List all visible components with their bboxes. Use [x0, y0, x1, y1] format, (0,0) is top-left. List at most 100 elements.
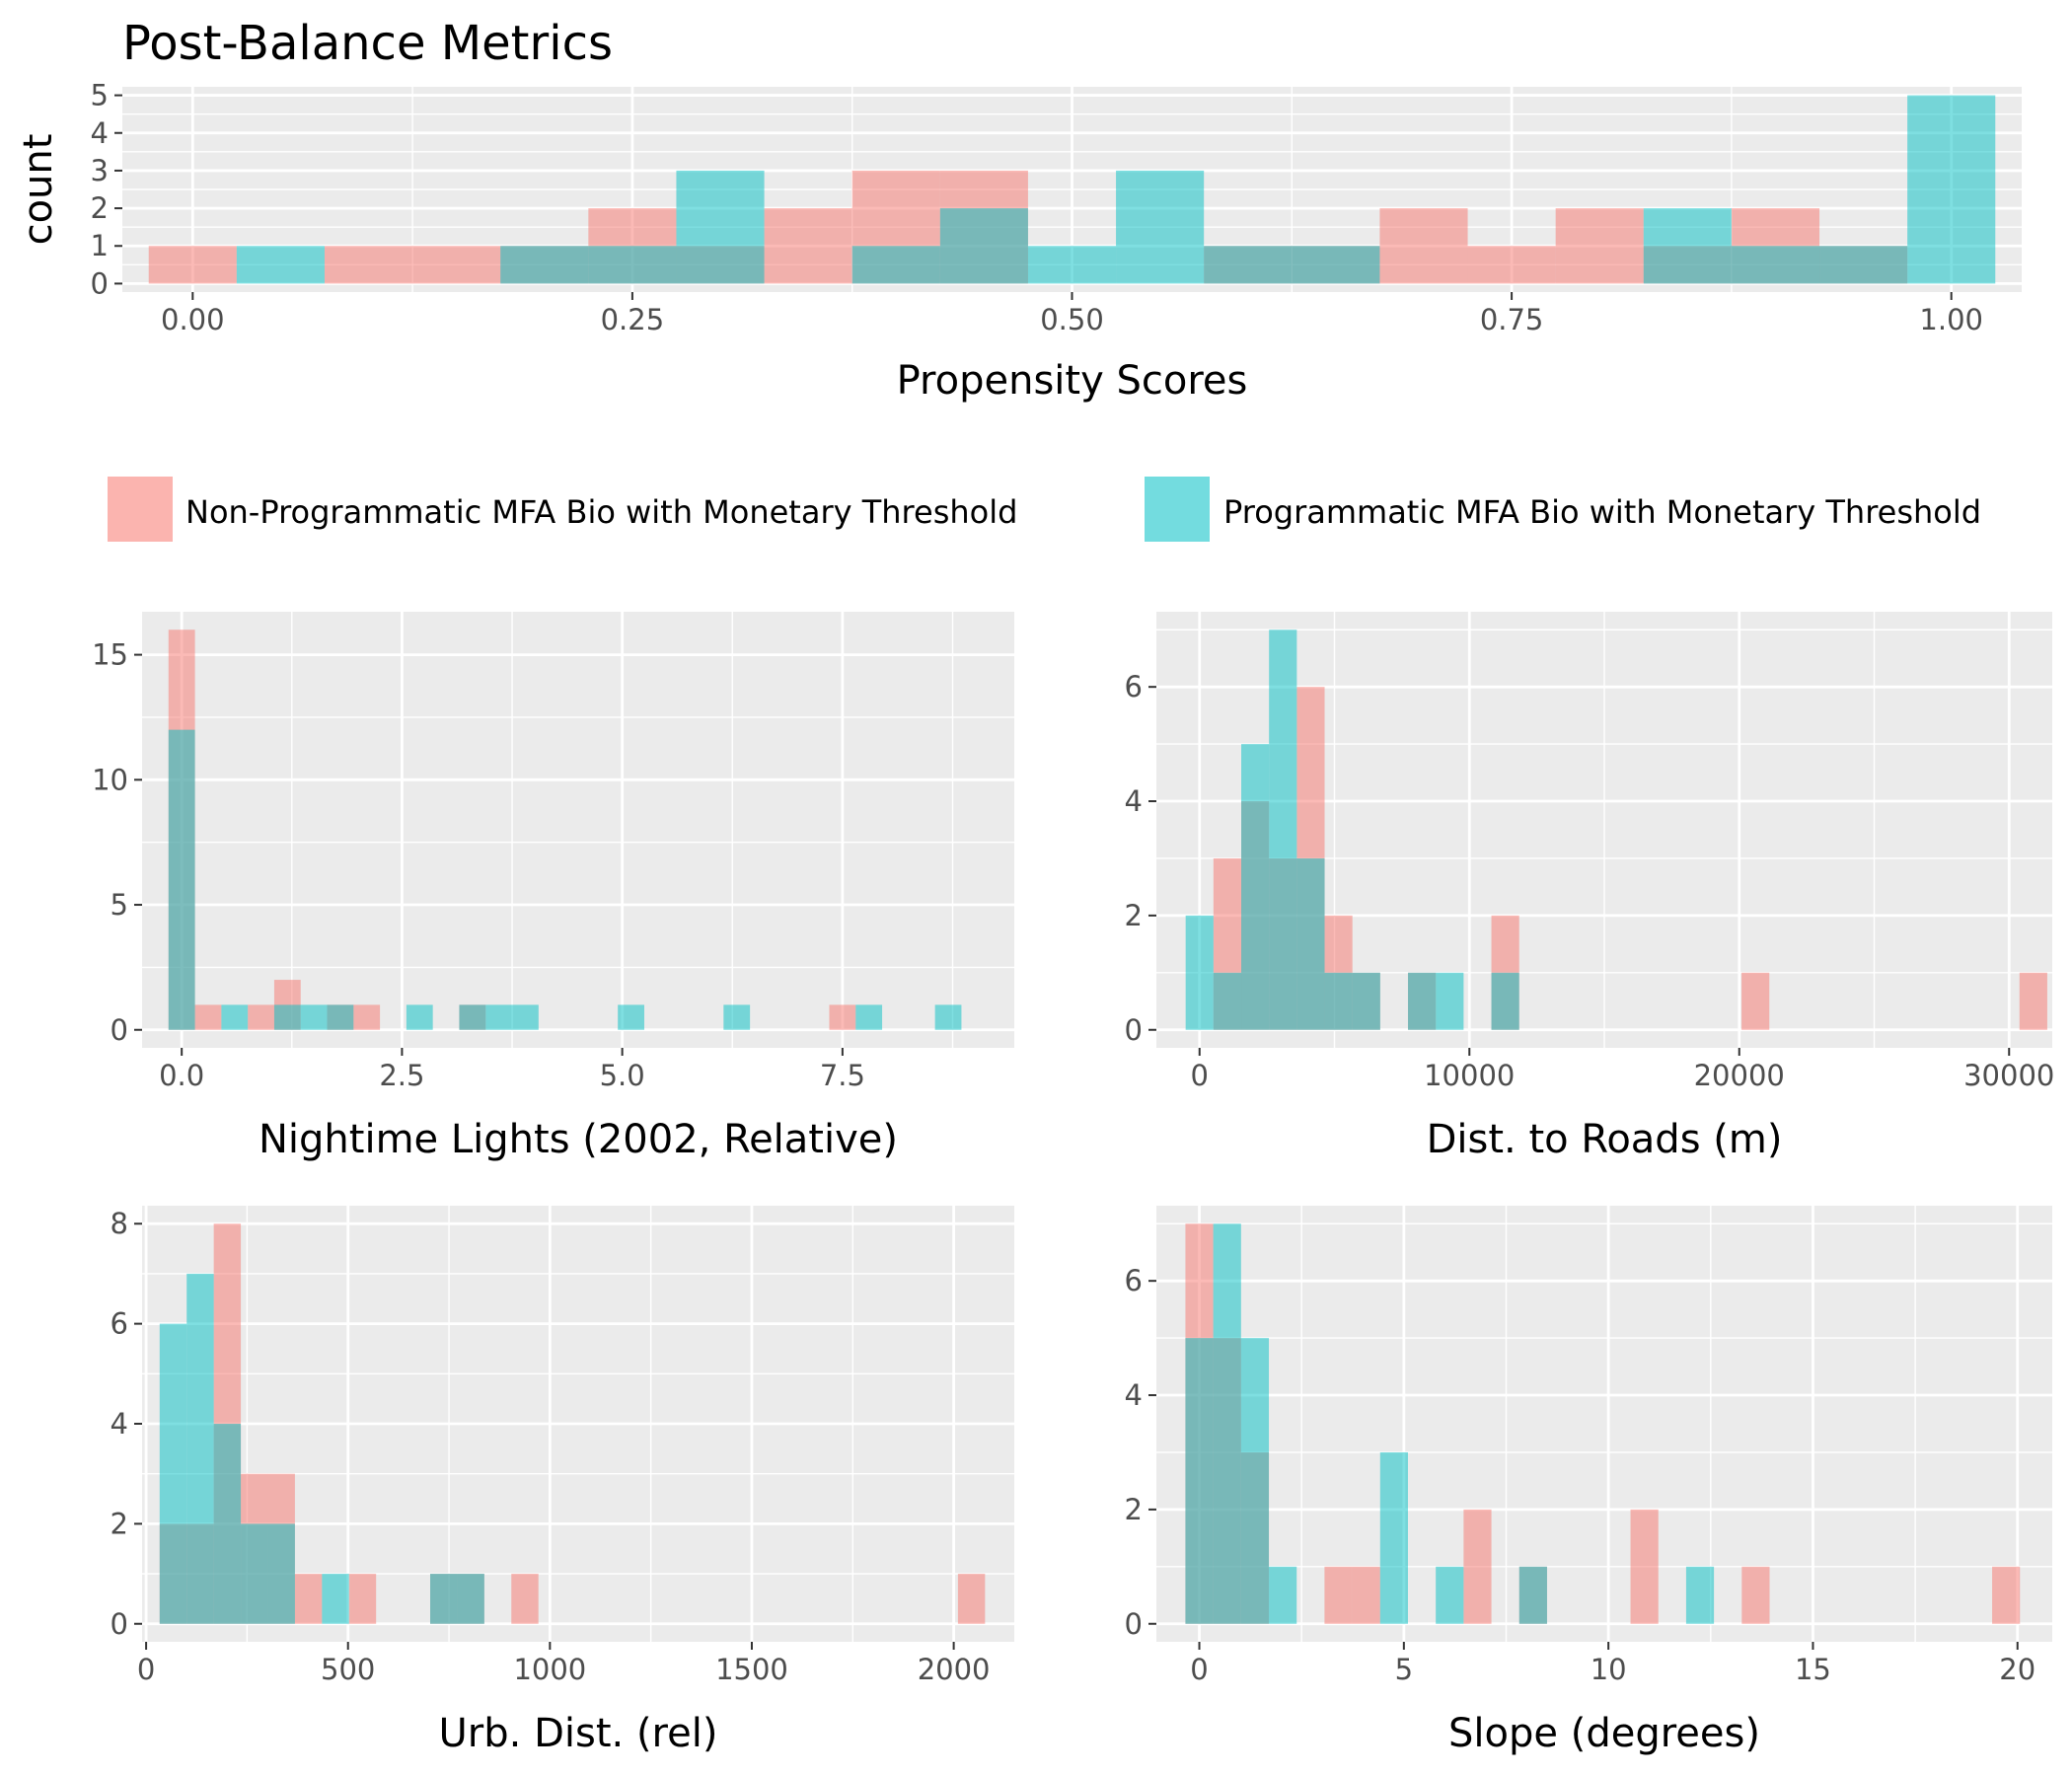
bar-non-programmatic [829, 1004, 856, 1030]
x-tick-label: 0.00 [161, 303, 225, 336]
bar-programmatic [934, 1004, 962, 1030]
bar-non-programmatic [957, 1574, 986, 1624]
x-tick-label: 0.50 [1040, 303, 1104, 336]
x-tick-label: 2.5 [379, 1059, 424, 1092]
y-tick-label: 1 [91, 229, 109, 262]
bar-programmatic [1643, 208, 1732, 284]
legend-swatch-non-programmatic [108, 477, 173, 542]
bar-programmatic [618, 1004, 644, 1030]
y-tick-label: 0 [111, 1607, 128, 1641]
bar-programmatic [273, 1004, 301, 1030]
bar-non-programmatic [1324, 1566, 1353, 1624]
propensity-scores-histogram: 0.00 0.25 0.50 0.75 1.00 0 1 2 3 4 5 Propensity Sco… [16, 79, 2022, 404]
panel-background [1156, 1206, 2052, 1642]
bar-non-programmatic [348, 1574, 377, 1624]
bar-non-programmatic [1741, 972, 1770, 1030]
x-axis-title: Propensity Scores [897, 358, 1248, 404]
y-tick-label: 4 [1125, 784, 1143, 818]
y-tick-label: 4 [91, 116, 109, 150]
x-axis-title: Nightime Lights (2002, Relative) [259, 1117, 898, 1162]
x-tick-label: 0 [1191, 1059, 1209, 1092]
y-tick-label: 0 [1125, 1607, 1143, 1641]
y-tick-label: 0 [1125, 1013, 1143, 1047]
bar-programmatic [855, 1004, 883, 1030]
bar-programmatic [1819, 246, 1908, 284]
bar-programmatic [1292, 246, 1380, 284]
x-tick-label: 20000 [1694, 1059, 1785, 1092]
x-tick-label: 5.0 [600, 1059, 645, 1092]
x-tick-label: 20 [1999, 1653, 2035, 1686]
bar-non-programmatic [1741, 1566, 1770, 1624]
page-title: Post-Balance Metrics [122, 16, 613, 71]
bar-non-programmatic [1352, 1566, 1380, 1624]
y-tick-label: 2 [91, 191, 109, 225]
bar-non-programmatic [1379, 208, 1468, 284]
y-tick-label: 15 [92, 638, 128, 672]
bar-programmatic [1240, 1338, 1270, 1624]
bar-programmatic [327, 1004, 354, 1030]
bar-programmatic [1436, 1566, 1464, 1624]
bar-programmatic [430, 1574, 458, 1624]
bar-programmatic [1027, 246, 1117, 284]
bar-programmatic [939, 208, 1028, 284]
bar-programmatic [168, 729, 195, 1030]
y-tick-label: 2 [1125, 1493, 1143, 1526]
bar-non-programmatic [511, 1574, 539, 1624]
bar-programmatic [1116, 170, 1205, 284]
bar-programmatic [1185, 915, 1214, 1030]
x-tick-label: 7.5 [820, 1059, 865, 1092]
x-tick-label: 0.25 [601, 303, 665, 336]
bar-non-programmatic [1630, 1509, 1659, 1624]
x-tick-label: 10000 [1424, 1059, 1515, 1092]
y-tick-label: 6 [1125, 1264, 1143, 1297]
bar-programmatic [1213, 972, 1242, 1030]
bar-programmatic [241, 1523, 268, 1624]
bar-non-programmatic [194, 1004, 222, 1030]
bar-non-programmatic [324, 246, 413, 284]
legend: Non-Programmatic MFA Bio with Monetary T… [108, 477, 1981, 542]
bar-programmatic [1436, 972, 1464, 1030]
y-tick-label: 4 [111, 1407, 128, 1441]
x-tick-label: 0 [137, 1653, 155, 1686]
bar-programmatic [236, 246, 325, 284]
y-tick-label: 0 [111, 1013, 128, 1047]
x-tick-label: 500 [321, 1653, 375, 1686]
bar-programmatic [1269, 1566, 1297, 1624]
bar-programmatic [213, 1424, 242, 1624]
x-axis-title: Slope (degrees) [1448, 1711, 1760, 1756]
bar-programmatic [851, 246, 940, 284]
bar-non-programmatic [1467, 246, 1556, 284]
bar-programmatic [221, 1004, 249, 1030]
x-tick-label: 1.00 [1919, 303, 1983, 336]
y-tick-label: 2 [1125, 899, 1143, 932]
x-tick-label: 10 [1591, 1653, 1627, 1686]
bar-programmatic [267, 1523, 295, 1624]
bar-programmatic [459, 1004, 486, 1030]
bar-non-programmatic [353, 1004, 381, 1030]
bar-programmatic [485, 1004, 513, 1030]
slope-histogram: 0 5 10 15 20 0 2 4 6 Slope (degrees) [1125, 1206, 2052, 1756]
y-tick-label: 5 [91, 79, 109, 112]
panel-background [142, 612, 1014, 1048]
bar-programmatic [1408, 972, 1437, 1030]
y-tick-label: 3 [91, 154, 109, 187]
legend-label-non-programmatic: Non-Programmatic MFA Bio with Monetary T… [185, 493, 1017, 531]
bar-programmatic [1213, 1223, 1241, 1624]
bar-non-programmatic [148, 246, 237, 284]
y-tick-label: 0 [91, 266, 109, 300]
bar-programmatic [1518, 1566, 1547, 1624]
x-tick-label: 1500 [715, 1653, 788, 1686]
y-tick-label: 8 [111, 1207, 128, 1240]
bar-programmatic [1269, 629, 1297, 1030]
x-axis-title: Urb. Dist. (rel) [439, 1711, 718, 1756]
bar-programmatic [1379, 1451, 1408, 1624]
x-tick-label: 15 [1795, 1653, 1831, 1686]
bar-programmatic [676, 170, 765, 284]
bar-programmatic [1185, 1338, 1214, 1624]
bar-programmatic [1241, 744, 1270, 1030]
bar-programmatic [322, 1574, 349, 1624]
bar-non-programmatic [2019, 972, 2047, 1030]
legend-swatch-programmatic [1145, 477, 1210, 542]
x-tick-label: 0.75 [1480, 303, 1544, 336]
bar-programmatic [1685, 1566, 1715, 1624]
